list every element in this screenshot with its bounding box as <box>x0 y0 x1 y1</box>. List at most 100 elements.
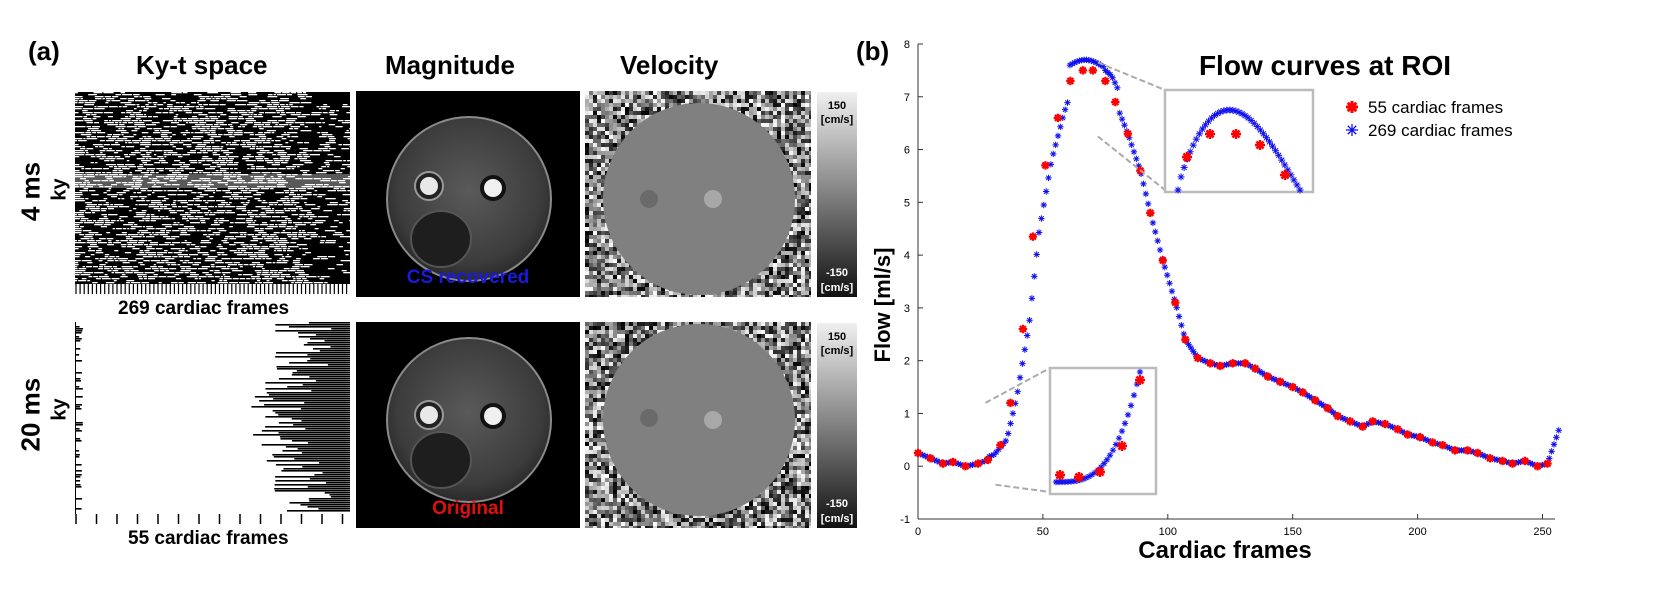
data-point-55 <box>1520 456 1530 466</box>
zoom-inset-peak <box>1097 61 1315 194</box>
inset-point-269 <box>1177 173 1185 181</box>
inset-point-55 <box>1074 472 1084 482</box>
x-axis-label: Cardiac frames <box>1138 537 1311 564</box>
data-point-269 <box>1021 346 1028 353</box>
data-point-269 <box>1035 229 1043 236</box>
inset-point-55 <box>1055 470 1065 480</box>
velocity-header: Velocity <box>620 50 719 80</box>
data-point-55 <box>1358 422 1367 431</box>
data-point-55 <box>1450 446 1460 455</box>
inset-point-55 <box>1280 170 1290 180</box>
inset-point-269 <box>1124 411 1132 419</box>
data-point-269 <box>1144 200 1152 208</box>
data-point-55 <box>1181 335 1190 344</box>
data-point-55 <box>1078 66 1088 75</box>
data-point-269 <box>1161 263 1169 271</box>
data-point-55 <box>948 457 958 467</box>
data-point-55 <box>1263 372 1272 381</box>
data-point-269 <box>1038 215 1045 222</box>
chart-title: Flow curves at ROI <box>1199 50 1451 81</box>
data-point-269 <box>1548 448 1555 455</box>
data-point-269 <box>1116 109 1123 117</box>
data-point-55 <box>1298 388 1307 397</box>
velocity-image-4ms <box>585 91 811 297</box>
data-point-55 <box>1216 361 1225 371</box>
inset-point-55 <box>1182 152 1192 162</box>
velocity-image-20ms <box>585 322 811 528</box>
colorbar-min: -150 <box>825 498 849 510</box>
data-point-55 <box>1415 432 1425 442</box>
inset-point-269 <box>1296 186 1304 194</box>
data-point-269 <box>1140 180 1147 188</box>
x-tick-label: 150 <box>1284 526 1302 538</box>
y-tick-label: 8 <box>904 39 910 51</box>
data-point-55 <box>1251 364 1260 373</box>
inset-point-269 <box>1195 130 1203 138</box>
data-point-55 <box>913 448 923 458</box>
data-point-269 <box>1026 317 1033 324</box>
data-point-55 <box>996 440 1005 450</box>
data-point-55 <box>1146 208 1155 218</box>
data-point-269 <box>1019 360 1026 367</box>
inset-point-269 <box>1214 109 1222 117</box>
legend-55-frames: 55 cardiac frames <box>1368 98 1503 117</box>
frames-caption-55: 55 cardiac frames <box>128 528 289 549</box>
data-point-269 <box>1109 74 1116 81</box>
y-tick-label: 0 <box>904 461 910 473</box>
x-tick-label: 50 <box>1037 526 1049 538</box>
data-point-269 <box>1515 459 1522 466</box>
data-point-55 <box>1006 398 1015 408</box>
inset-point-269 <box>1269 142 1277 150</box>
inset-point-55 <box>1135 375 1145 385</box>
data-point-269 <box>1555 427 1562 434</box>
inset-point-269 <box>1278 156 1286 164</box>
data-point-55 <box>961 462 970 471</box>
data-point-269 <box>1107 71 1114 78</box>
inset-point-269 <box>1103 456 1111 463</box>
data-point-269 <box>1016 374 1024 381</box>
y-axis-label: Flow [ml/s] <box>870 248 895 363</box>
x-tick-label: 0 <box>915 526 921 538</box>
data-point-269 <box>969 461 976 468</box>
data-point-55 <box>1368 417 1377 426</box>
data-point-269 <box>1009 410 1017 417</box>
panel-b-label: (b) <box>856 36 890 66</box>
inset-point-269 <box>1259 130 1267 138</box>
data-point-55 <box>1111 97 1120 107</box>
data-point-55 <box>1241 359 1250 368</box>
data-point-55 <box>1228 359 1237 368</box>
data-point-269 <box>1152 228 1159 236</box>
data-point-55 <box>1508 459 1517 468</box>
data-point-55 <box>1333 411 1342 421</box>
colorbar-unit-bottom: [cm/s] <box>820 282 854 294</box>
data-point-55 <box>1438 440 1447 450</box>
colorbar-max: 150 <box>827 331 847 343</box>
panel-a-label: (a) <box>28 36 60 66</box>
data-point-55 <box>926 454 935 463</box>
y-tick-label: 4 <box>904 250 910 262</box>
data-point-269 <box>1166 279 1173 287</box>
data-point-55 <box>1193 353 1202 363</box>
data-point-55 <box>1206 359 1215 368</box>
inset-point-269 <box>1136 368 1144 376</box>
data-point-55 <box>1310 396 1320 405</box>
data-point-55 <box>973 459 983 468</box>
inset-point-269 <box>1275 151 1283 159</box>
colorbar-unit-top: [cm/s] <box>820 114 854 126</box>
inset-point-269 <box>1189 141 1197 149</box>
data-point-269 <box>1061 106 1069 113</box>
data-point-55 <box>1463 446 1472 455</box>
data-point-269 <box>1031 273 1038 280</box>
data-point-269 <box>1004 430 1012 437</box>
inset-point-269 <box>1174 186 1182 194</box>
data-point-55 <box>1473 448 1482 458</box>
inset-point-269 <box>1198 125 1206 133</box>
inset-point-269 <box>1272 147 1280 155</box>
y-tick-label: 2 <box>904 356 910 368</box>
colorbar-max: 150 <box>827 100 847 112</box>
data-point-269 <box>1064 99 1071 106</box>
inset-point-55 <box>1205 129 1215 139</box>
inset-point-269 <box>1118 427 1126 435</box>
legend: 55 cardiac frames 269 cardiac frames <box>1346 98 1513 140</box>
data-point-55 <box>1028 232 1038 241</box>
